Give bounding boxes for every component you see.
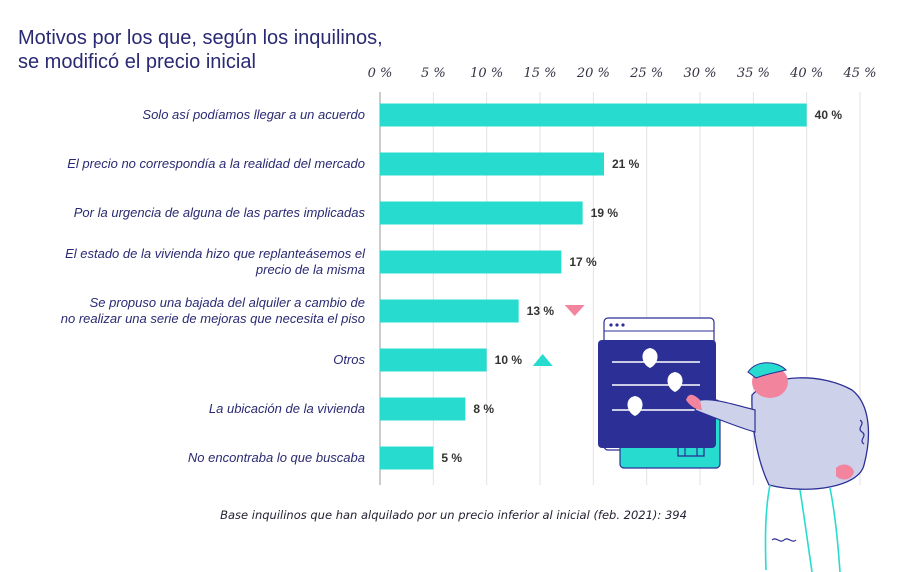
x-tick-label: 0 %	[368, 66, 393, 81]
cuff-squiggle	[771, 538, 797, 542]
bar	[380, 348, 487, 372]
window-dot	[621, 323, 625, 327]
down-triangle-icon	[564, 305, 585, 316]
category-label: No encontraba lo que buscaba	[188, 450, 365, 465]
x-tick-label: 20 %	[576, 66, 610, 81]
x-tick-label: 30 %	[683, 66, 716, 81]
value-label: 5 %	[441, 451, 462, 465]
category-label: precio de la misma	[255, 262, 365, 277]
bar	[380, 446, 434, 470]
person-legs	[764, 484, 841, 572]
window-dot	[609, 323, 613, 327]
x-tick-label: 25 %	[629, 66, 663, 81]
category-label: La ubicación de la vivienda	[209, 401, 365, 416]
bar	[380, 299, 519, 323]
x-tick-label: 10 %	[470, 66, 503, 81]
category-label: Solo así podíamos llegar a un acuerdo	[142, 107, 365, 122]
illustration	[598, 317, 870, 572]
category-label: Por la urgencia de alguna de las partes …	[74, 205, 366, 220]
value-label: 17 %	[569, 255, 597, 269]
value-label: 21 %	[612, 157, 640, 171]
category-label: El precio no correspondía a la realidad …	[67, 156, 365, 171]
trend-markers	[532, 305, 585, 366]
x-tick-label: 15 %	[523, 66, 556, 81]
person-hand	[686, 394, 702, 410]
bars	[380, 103, 807, 470]
x-tick-label: 5 %	[421, 66, 446, 81]
slider-knob-icon	[642, 348, 658, 368]
person-body	[751, 377, 870, 490]
chart-title-line-1: Motivos por los que, según los inquilino…	[18, 27, 383, 49]
value-label: 10 %	[495, 353, 523, 367]
value-label: 40 %	[815, 108, 843, 122]
cuff-squiggle	[859, 419, 865, 445]
x-tick-label: 35 %	[737, 66, 770, 81]
x-tick-label: 45 %	[842, 66, 876, 81]
value-label: 19 %	[591, 206, 619, 220]
slider-panel	[598, 340, 716, 448]
category-label: El estado de la vivienda hizo que replan…	[65, 246, 366, 261]
category-label: Se propuso una bajada del alquiler a cam…	[90, 295, 365, 310]
bar	[380, 397, 466, 421]
person-hair	[747, 362, 787, 379]
up-triangle-icon	[532, 354, 553, 366]
slider-knob-icon	[667, 372, 683, 392]
value-label: 13 %	[527, 304, 555, 318]
value-label: 8 %	[473, 402, 494, 416]
slider-knob-icon	[627, 396, 643, 416]
bar	[380, 201, 583, 225]
bar	[380, 250, 562, 274]
category-label: Otros	[333, 352, 365, 367]
x-tick-label: 40 %	[789, 66, 823, 81]
category-label: no realizar una serie de mejoras que nec…	[61, 311, 365, 326]
bar	[380, 103, 807, 127]
chart-title: Motivos por los que, según los inquilino…	[18, 26, 438, 74]
footnote: Base inquilinos que han alquilado por un…	[220, 508, 687, 522]
chart-title-line-2: se modificó el precio inicial	[18, 51, 256, 73]
window-dot	[615, 323, 619, 327]
x-tick-labels: 0 % 5 % 10 % 15 % 20 % 25 % 30 % 35 % 40 % 45 %	[368, 66, 877, 81]
bar	[380, 152, 604, 176]
person-hand	[836, 464, 854, 480]
value-labels: 40 % 21 % 19 % 17 % 13 % 10 % 8 % 5 %	[441, 108, 842, 465]
person-arm	[694, 399, 756, 433]
category-labels: Solo así podíamos llegar a un acuerdo El …	[61, 107, 366, 465]
